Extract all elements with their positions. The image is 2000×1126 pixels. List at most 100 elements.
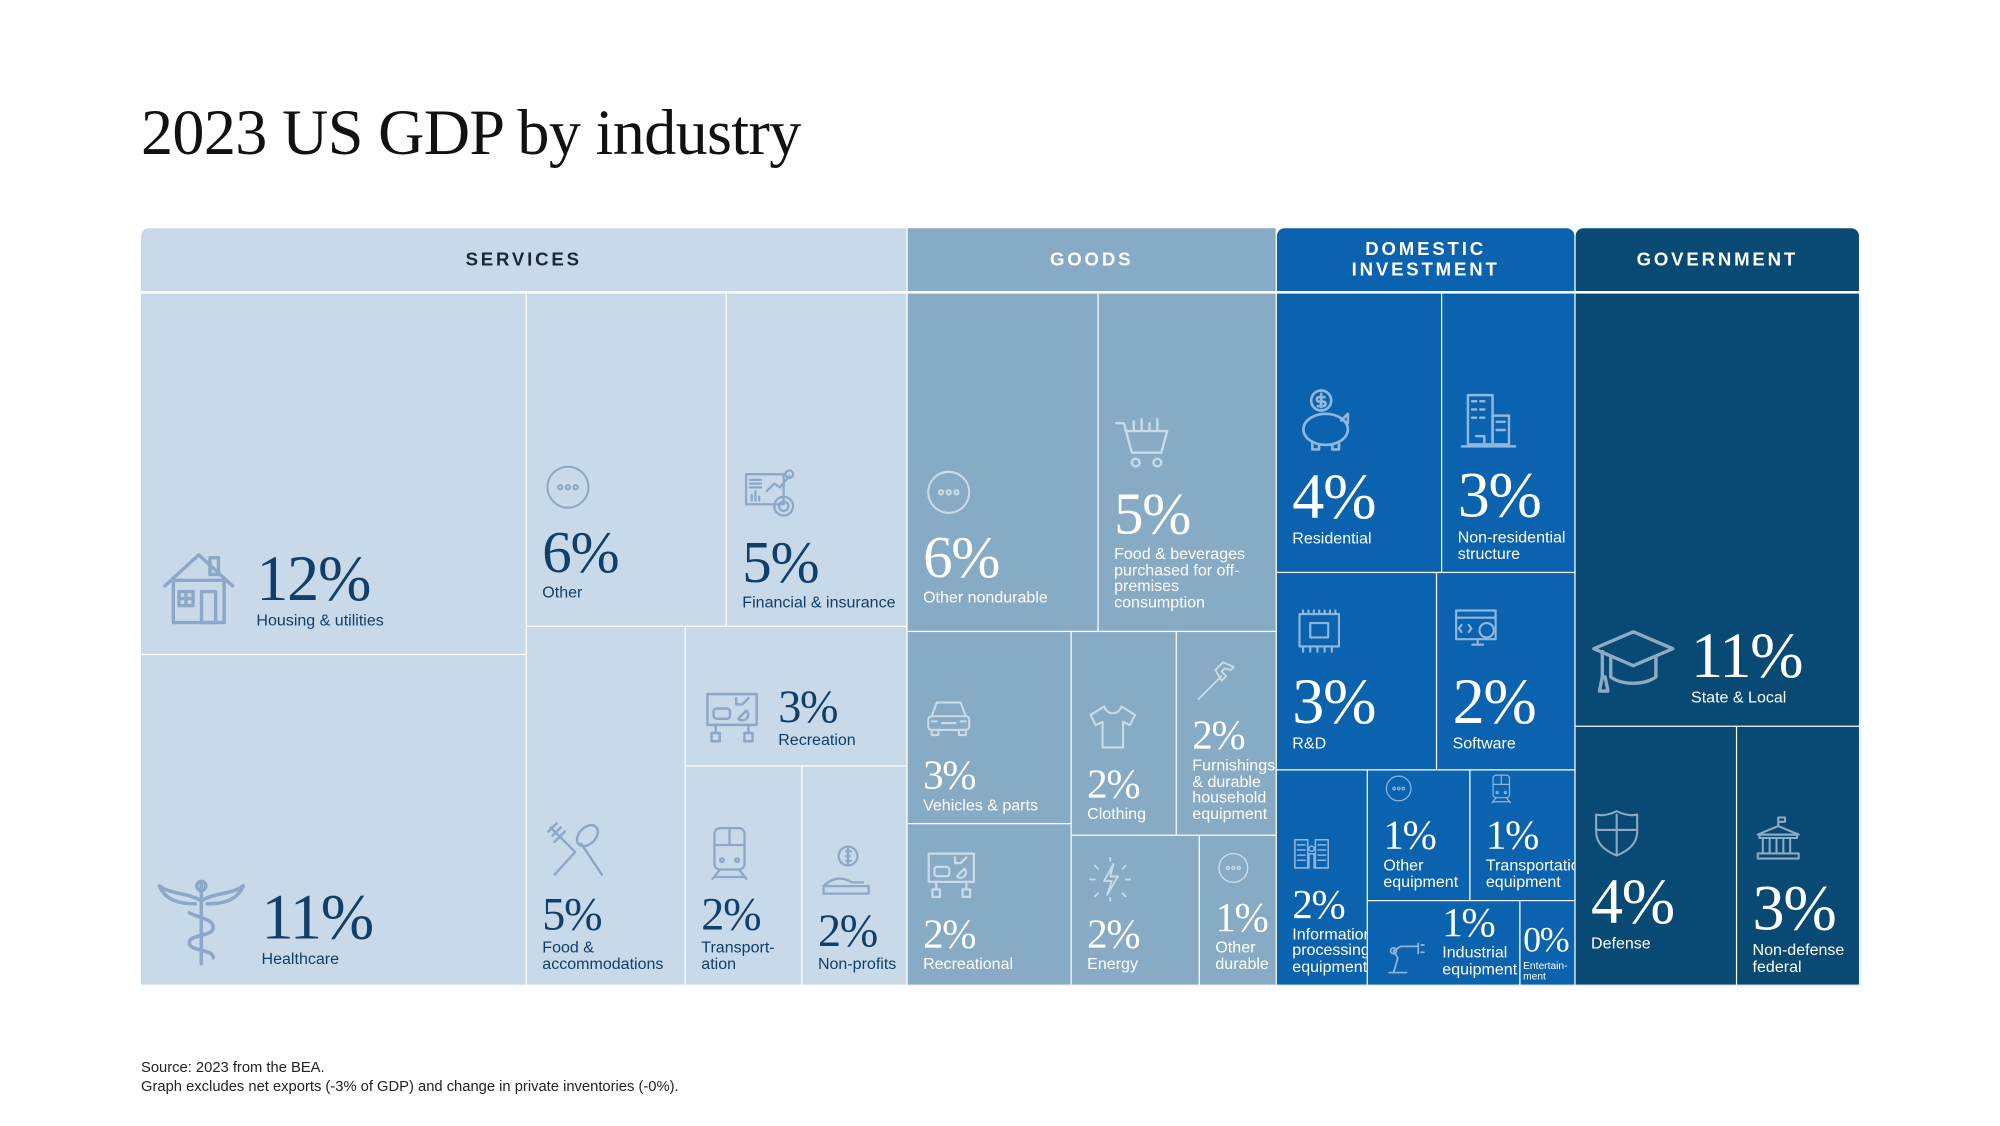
value-label: 6% bbox=[923, 523, 1000, 590]
treemap-cell-vehicles-parts: 3% Vehicles & parts bbox=[907, 632, 1072, 825]
treemap-cell-other: 6% Other bbox=[526, 293, 727, 627]
robot-arm-icon bbox=[1383, 933, 1427, 977]
category-label: Software bbox=[1452, 733, 1516, 752]
circuit-board-icon bbox=[1292, 604, 1433, 658]
category-label: Vehicles & parts bbox=[923, 795, 1038, 814]
category-label: Transportation equipment bbox=[1485, 856, 1574, 891]
treemap-cell-software: 2% Software bbox=[1437, 573, 1576, 771]
treemap-cell-entertain-ment: 0% Entertain-ment bbox=[1520, 901, 1576, 986]
value-label: 3% bbox=[923, 750, 976, 797]
office-building-icon bbox=[1458, 391, 1572, 453]
more-icon bbox=[923, 466, 1095, 517]
value-label: 0% bbox=[1523, 920, 1570, 961]
category-label: Entertain-ment bbox=[1523, 960, 1568, 983]
group-header-goods: GOODS bbox=[907, 228, 1276, 292]
car-icon bbox=[923, 692, 1068, 743]
treemap-cell-information-processing-equipment: 2% Information processing equipment bbox=[1276, 770, 1368, 986]
shield-icon bbox=[1591, 807, 1733, 858]
software-icon bbox=[1453, 604, 1572, 658]
treemap-cell-financial-insurance: 5% Financial & insurance bbox=[726, 293, 908, 627]
treemap-cell-residential: 4% Residential bbox=[1276, 293, 1443, 574]
category-label: State & Local bbox=[1691, 687, 1787, 706]
value-label: 5% bbox=[742, 528, 819, 595]
server-rack-icon bbox=[1292, 834, 1364, 872]
category-label: Other durable bbox=[1215, 938, 1269, 973]
government-building-icon bbox=[1753, 814, 1857, 865]
caduceus-icon bbox=[156, 877, 246, 967]
value-label: 3% bbox=[1752, 871, 1837, 944]
train-icon bbox=[701, 824, 798, 881]
treemap-cell-r-d: 3% R&D bbox=[1276, 573, 1438, 771]
footnote-source: Source: 2023 from the BEA. bbox=[141, 1060, 325, 1076]
hammer-icon bbox=[1192, 658, 1273, 704]
category-label: Financial & insurance bbox=[742, 592, 896, 611]
finance-chart-icon bbox=[742, 466, 904, 522]
category-label: Residential bbox=[1292, 528, 1372, 547]
category-label: Food & beverages purchased for off-premi… bbox=[1114, 544, 1246, 611]
value-label: 2% bbox=[1087, 759, 1140, 806]
value-label: 1% bbox=[1442, 901, 1495, 945]
category-label: Energy bbox=[1087, 954, 1138, 973]
category-label: Non-defense federal bbox=[1752, 941, 1845, 975]
value-label: 1% bbox=[1485, 811, 1539, 858]
value-label: 3% bbox=[1457, 458, 1542, 531]
category-label: Non-residential structure bbox=[1457, 528, 1566, 563]
value-label: 11% bbox=[1691, 618, 1804, 691]
treemap-cell-food-accommodations: 5% Food & accommodations bbox=[526, 626, 686, 986]
value-label: 5% bbox=[542, 888, 602, 940]
treemap-cell-clothing: 2% Clothing bbox=[1071, 632, 1177, 836]
recreation-icon bbox=[701, 686, 763, 748]
value-label: 2% bbox=[1292, 880, 1345, 927]
value-label: 11% bbox=[261, 880, 375, 952]
value-label: 2% bbox=[1452, 664, 1537, 737]
treemap-cell-transportation-equipment: 1%Transportation equipment bbox=[1470, 770, 1576, 902]
treemap-cell-non-defense-federal: 3% Non-defense federal bbox=[1737, 726, 1861, 986]
value-label: 3% bbox=[778, 680, 838, 732]
treemap-cell-recreation: 3% Recreation bbox=[685, 626, 908, 767]
treemap-cell-housing-utilities: 12% Housing & utilities bbox=[141, 293, 527, 656]
category-label: Healthcare bbox=[261, 949, 340, 968]
value-label: 1% bbox=[1383, 811, 1436, 858]
category-label: Transport-ation bbox=[701, 938, 775, 973]
value-label: 2% bbox=[701, 888, 761, 940]
recreation-icon bbox=[923, 846, 1068, 902]
category-label: R&D bbox=[1292, 733, 1327, 752]
value-label: 1% bbox=[1215, 893, 1268, 940]
treemap-cell-energy: 2% Energy bbox=[1071, 835, 1200, 986]
house-icon bbox=[156, 544, 241, 629]
category-label: Information processing equipment bbox=[1292, 924, 1368, 975]
category-label: Food & accommodations bbox=[542, 938, 664, 973]
category-label: Other equipment bbox=[1383, 856, 1459, 891]
value-label: 4% bbox=[1591, 864, 1675, 937]
category-label: Other bbox=[542, 582, 583, 601]
more-icon bbox=[542, 461, 723, 512]
treemap-cell-other-durable: 1% Other durable bbox=[1199, 835, 1277, 986]
category-label: Recreational bbox=[923, 954, 1014, 973]
category-label: Clothing bbox=[1087, 804, 1146, 823]
more-icon bbox=[1215, 850, 1273, 886]
footnote-exclusions: Graph excludes net exports (-3% of GDP) … bbox=[141, 1079, 679, 1095]
treemap-cell-food-beverages-purchased-for-off-premises-consumption: 5% Food & beverages purchased for off-pre… bbox=[1098, 293, 1277, 633]
piggy-bank-icon bbox=[1292, 387, 1438, 454]
treemap-cell-non-profits: 2% Non-profits bbox=[802, 766, 908, 986]
treemap-cell-other-equipment: 1% Other equipment bbox=[1367, 770, 1471, 902]
more-icon bbox=[1383, 773, 1466, 804]
value-label: 5% bbox=[1114, 480, 1191, 547]
fork-spoon-icon bbox=[542, 819, 682, 881]
value-label: 6% bbox=[542, 518, 619, 584]
graduation-cap-icon bbox=[1591, 621, 1676, 706]
value-label: 4% bbox=[1292, 459, 1376, 532]
tshirt-icon bbox=[1087, 701, 1173, 752]
value-label: 3% bbox=[1292, 664, 1376, 737]
treemap-cell-furnishings-durable-household-equipment: 2% Furnishings & durable household equipm… bbox=[1176, 632, 1277, 836]
value-label: 2% bbox=[1192, 711, 1245, 758]
group-header-services: SERVICES bbox=[141, 228, 907, 292]
value-label: 2% bbox=[923, 909, 976, 956]
group-header-government: GOVERNMENT bbox=[1575, 228, 1859, 292]
category-label: Recreation bbox=[778, 730, 856, 749]
category-label: Housing & utilities bbox=[256, 610, 384, 629]
category-label: Non-profits bbox=[817, 954, 897, 973]
treemap-cell-healthcare: 11% Healthcare bbox=[141, 655, 527, 986]
treemap-cell-other-nondurable: 6% Other nondurable bbox=[907, 293, 1099, 633]
